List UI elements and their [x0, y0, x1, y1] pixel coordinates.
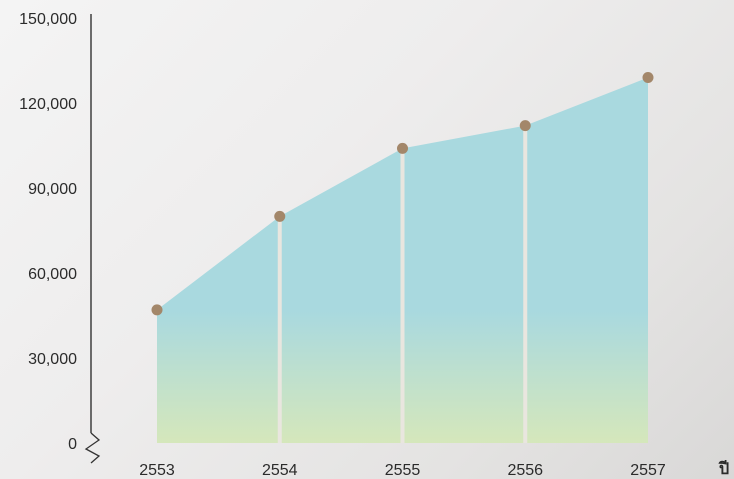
y-tick-label: 120,000: [19, 96, 77, 113]
x-tick-label: 2555: [385, 462, 421, 479]
divider-layer: [277, 125, 528, 444]
data-point: [642, 72, 654, 83]
x-tick-labels: 2553 2554 2555 2556 2557: [139, 462, 666, 479]
x-tick-label: 2556: [507, 462, 543, 479]
x-tick-label: 2553: [139, 462, 175, 479]
y-tick-label: 60,000: [28, 266, 77, 283]
x-axis-label: ปี: [718, 459, 730, 478]
x-tick-label: 2557: [630, 462, 666, 479]
data-point: [519, 120, 531, 132]
area-divider: [400, 148, 405, 444]
y-tick-label: 30,000: [28, 351, 77, 368]
marker-layer: [151, 72, 654, 316]
data-point: [274, 210, 286, 222]
y-tick-label: 90,000: [28, 181, 77, 198]
axis-break-icon: [84, 432, 101, 464]
y-tick-labels: 0 30,000 60,000 90,000 120,000 150,000: [19, 11, 77, 453]
y-axis: [84, 14, 101, 464]
data-point: [151, 304, 163, 316]
area-divider: [277, 216, 282, 443]
data-point: [397, 142, 408, 154]
x-tick-label: 2554: [262, 462, 298, 479]
y-tick-label: 150,000: [19, 11, 77, 28]
y-tick-label: 0: [68, 436, 77, 453]
area-divider: [523, 125, 528, 444]
